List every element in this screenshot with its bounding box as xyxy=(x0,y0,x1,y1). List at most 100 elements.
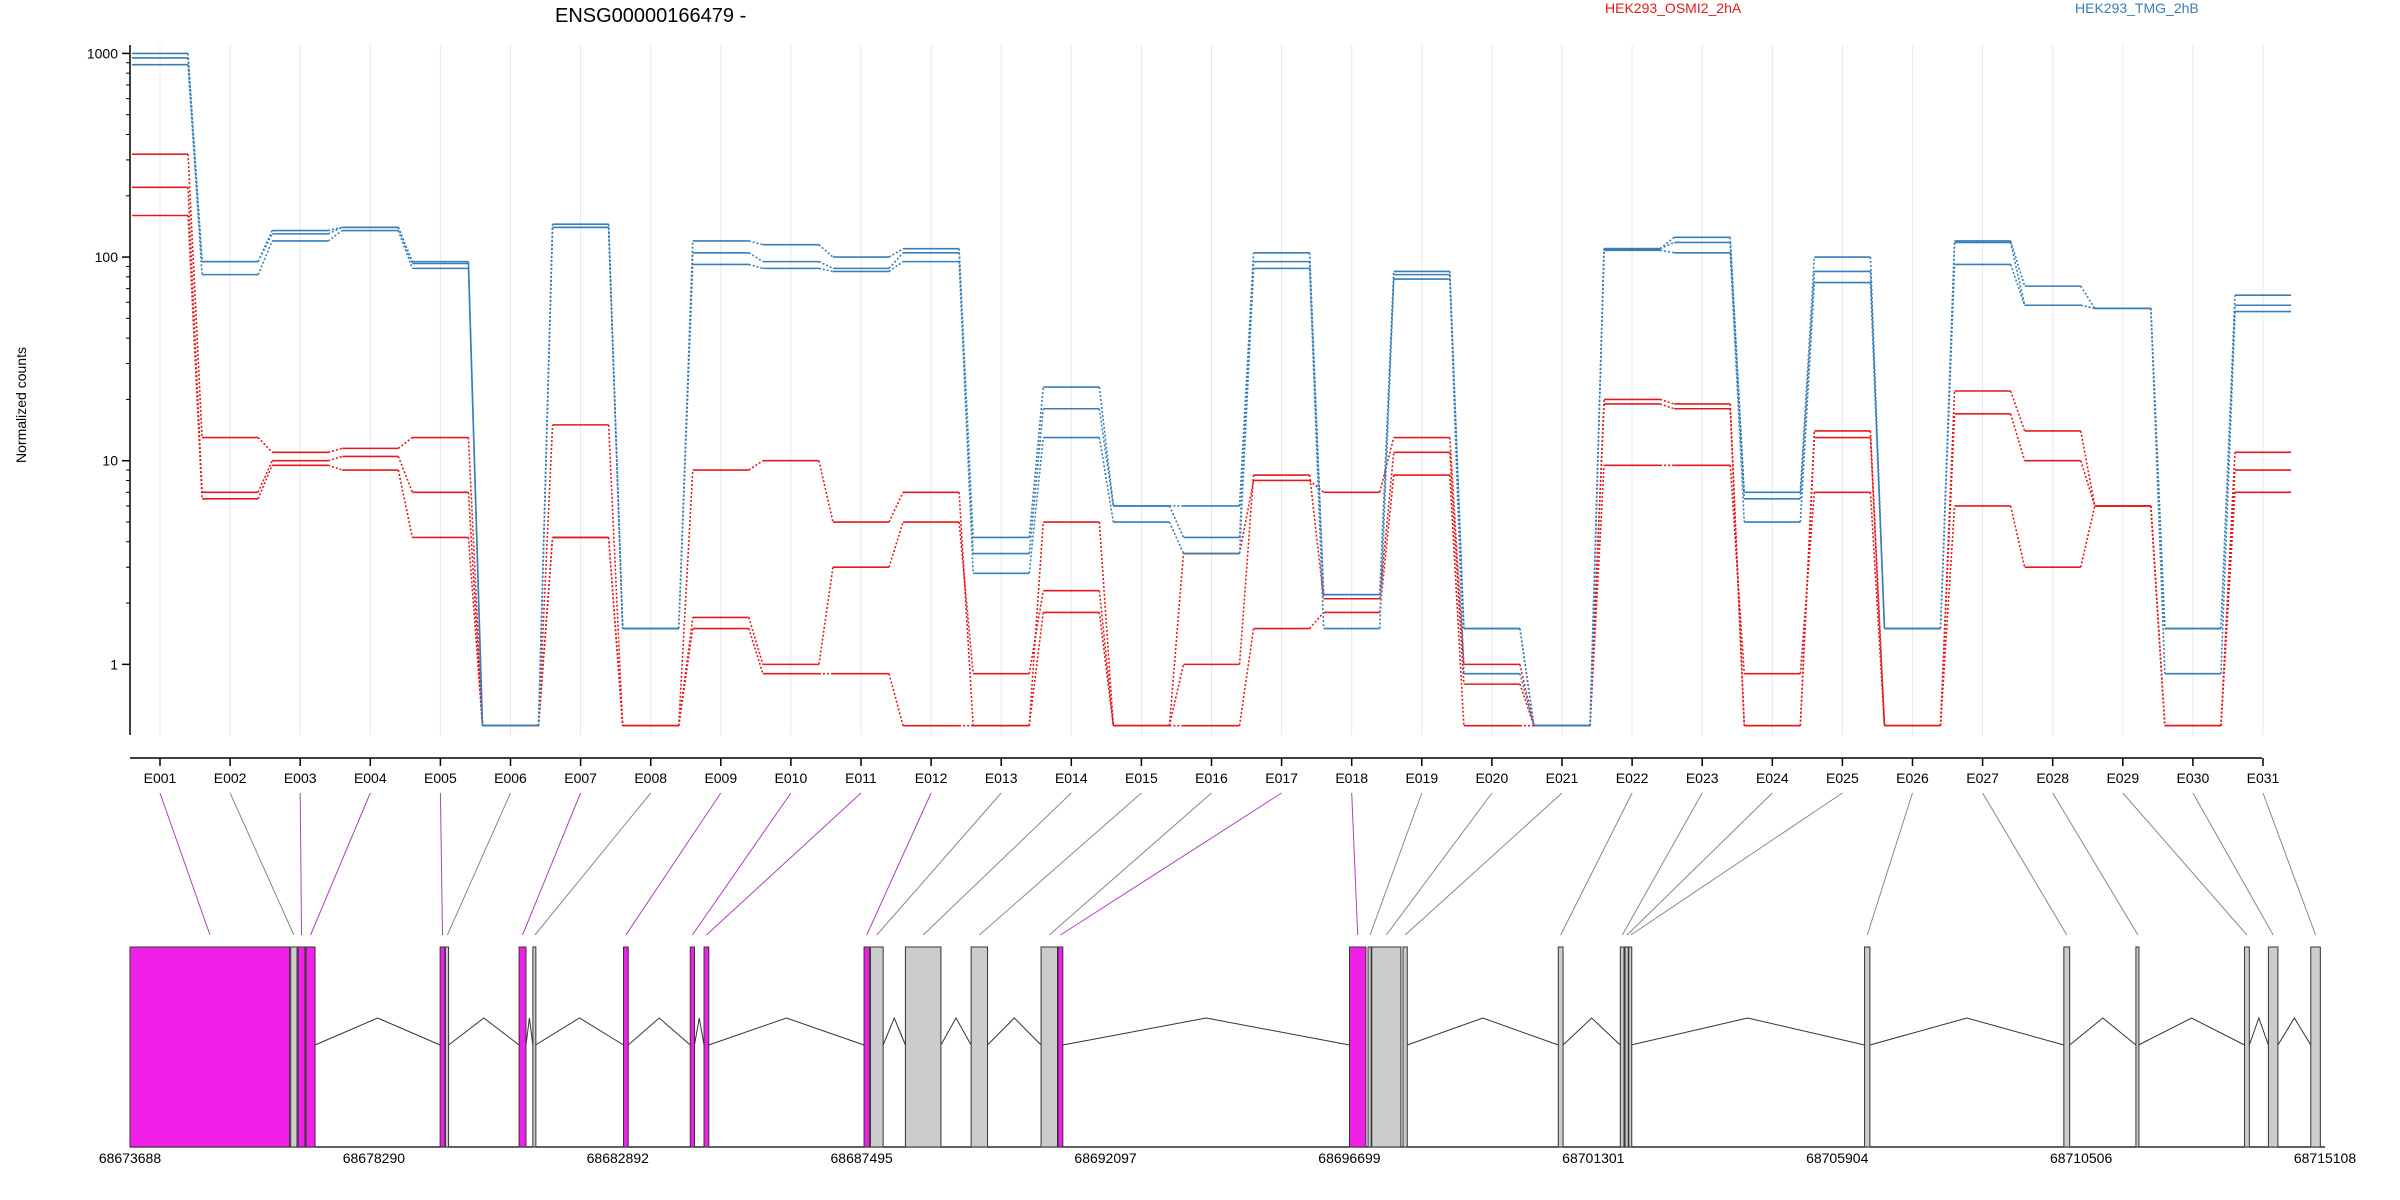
genomic-coordinate-label: 68678290 xyxy=(343,1150,406,1166)
intron-line xyxy=(1869,1017,2064,1046)
exon-box xyxy=(1371,946,1402,1148)
series-connector xyxy=(1449,271,1465,629)
series-connector xyxy=(1028,408,1045,554)
intron-line xyxy=(627,1017,691,1046)
series-connector xyxy=(1869,492,1886,726)
series-connector xyxy=(2009,264,2026,306)
exon-connector-line xyxy=(2192,792,2274,936)
series-connector xyxy=(1028,386,1045,538)
exon-connector-line xyxy=(625,792,722,936)
series-connector xyxy=(888,247,904,258)
x-tick-label: E016 xyxy=(1195,770,1228,786)
series-connector xyxy=(1519,628,1535,726)
series-connector xyxy=(1729,465,1746,674)
series-connector xyxy=(187,64,203,275)
series-connector xyxy=(818,460,834,523)
y-tick-label: 10 xyxy=(102,453,118,469)
exon-connector-line xyxy=(1404,792,1563,936)
exon-connector-line xyxy=(866,792,932,936)
exon-box xyxy=(532,946,537,1148)
gene-model: 68673688 68678290 68682892 68687495 68692097… xyxy=(99,946,2356,1166)
exon-box xyxy=(2267,946,2279,1148)
series-connector xyxy=(748,617,764,665)
intron-line xyxy=(1562,1017,1621,1046)
series-connector xyxy=(818,567,834,665)
series-connector xyxy=(1659,241,1675,250)
series-connector xyxy=(397,456,414,493)
series-connector xyxy=(257,436,273,453)
series-connector xyxy=(748,628,764,674)
series-connector xyxy=(2220,305,2236,629)
series-connector xyxy=(2220,311,2236,674)
series-connector xyxy=(607,537,624,726)
series-connector xyxy=(327,464,343,471)
exon-box xyxy=(869,946,884,1148)
series-connector xyxy=(257,464,273,500)
series-connector xyxy=(1449,279,1465,674)
series-connector xyxy=(187,187,203,493)
exon-connector-line xyxy=(1560,792,1633,936)
exon-box xyxy=(518,946,527,1148)
series-connector xyxy=(1449,475,1465,726)
x-tick-label: E025 xyxy=(1826,770,1859,786)
exon-connector-line xyxy=(1369,792,1423,936)
x-tick-label: E012 xyxy=(915,770,948,786)
series-connector xyxy=(1729,242,1746,499)
series-lines xyxy=(131,52,2292,727)
series-connector xyxy=(537,224,554,726)
series-connector xyxy=(677,628,694,726)
exon-box xyxy=(1624,946,1629,1148)
series-connector xyxy=(397,227,414,264)
series-connector xyxy=(1028,437,1045,574)
series-connector xyxy=(888,491,904,523)
series-connector xyxy=(467,537,484,726)
x-tick-label: E007 xyxy=(564,770,597,786)
exon-box xyxy=(1040,946,1058,1148)
exon-connector-line xyxy=(159,792,211,936)
series-connector xyxy=(1519,683,1535,726)
series-connector xyxy=(1659,403,1675,410)
exon-box xyxy=(689,946,695,1148)
exon-box xyxy=(1057,946,1064,1148)
series-connector xyxy=(1939,505,1956,726)
exon-box xyxy=(290,946,298,1148)
x-tick-label: E028 xyxy=(2036,770,2069,786)
series-connector xyxy=(1098,437,1115,523)
exon-connector-line xyxy=(310,792,371,936)
series-connector xyxy=(677,264,694,629)
exon-connector-line xyxy=(1351,792,1359,936)
series-connector xyxy=(2220,295,2236,629)
exon-connector-line xyxy=(522,792,582,936)
series-connector xyxy=(748,263,764,270)
exon-connector-line xyxy=(1385,792,1493,936)
series-connector xyxy=(1168,553,1185,726)
series-connector xyxy=(1308,475,1325,599)
series-connector xyxy=(1238,628,1255,726)
axes: 1 10 100 1000 E001 E002 E003 E004 E005 E006 E007 E0… xyxy=(87,45,2280,786)
series-connector xyxy=(1729,408,1746,726)
intron-line xyxy=(2277,1017,2312,1046)
x-tick-label: E029 xyxy=(2106,770,2139,786)
genomic-coordinate-label: 68682892 xyxy=(587,1150,650,1166)
intron-line xyxy=(535,1017,624,1046)
exon-connector-line xyxy=(1982,792,2068,936)
series-connector xyxy=(2150,505,2166,726)
series-connector xyxy=(1799,492,1816,674)
intron-line xyxy=(314,1017,441,1046)
exon-box xyxy=(2310,946,2321,1148)
x-tick-label: E030 xyxy=(2177,770,2210,786)
x-tick-label: E009 xyxy=(704,770,737,786)
x-tick-label: E013 xyxy=(985,770,1018,786)
series-connector xyxy=(1238,268,1255,554)
series-connector xyxy=(888,521,904,568)
x-tick-label: E006 xyxy=(494,770,527,786)
exon-box xyxy=(2244,946,2250,1148)
series-connector xyxy=(1729,237,1746,493)
legend-entry-tmg: HEK293_TMG_2hB xyxy=(2075,0,2199,16)
series-connector xyxy=(467,492,484,726)
exon-connector-line xyxy=(229,792,295,936)
exon-box xyxy=(970,946,989,1148)
series-connector xyxy=(1168,521,1185,554)
series-connector xyxy=(257,460,273,493)
series-connector xyxy=(2150,308,2166,674)
